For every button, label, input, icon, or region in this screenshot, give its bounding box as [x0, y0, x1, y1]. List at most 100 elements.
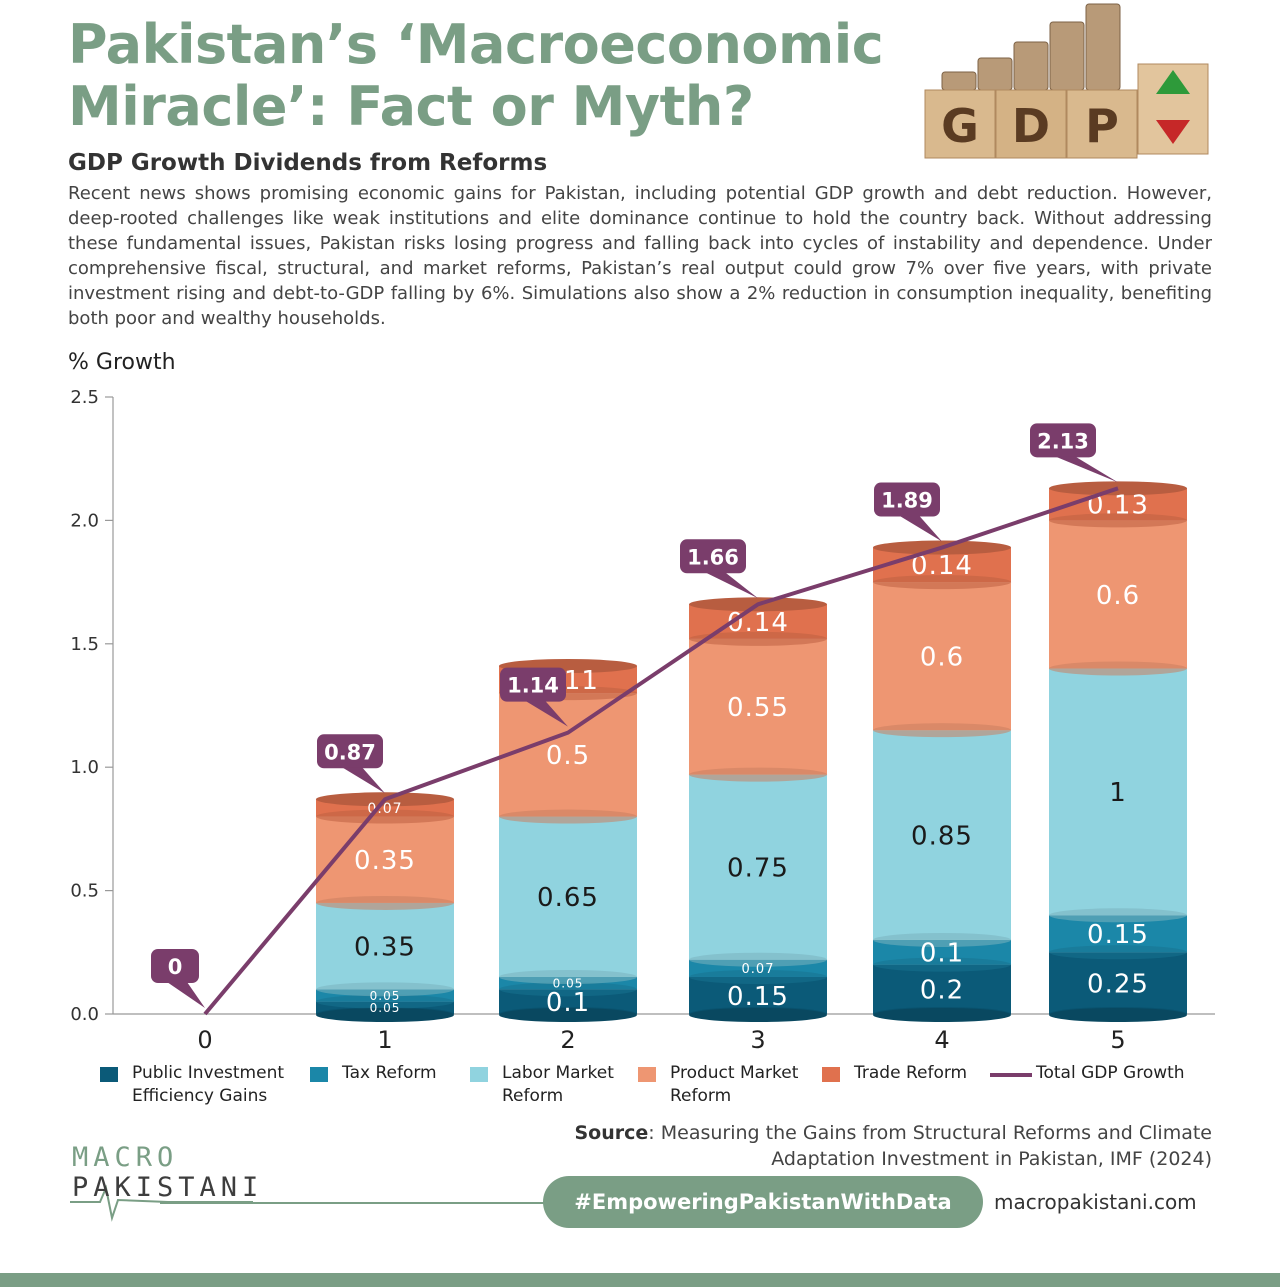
- total-growth-label: 2.13: [1037, 429, 1089, 453]
- total-label-box: [1030, 423, 1096, 458]
- wood-blocks: [924, 63, 1209, 159]
- hashtag-pill: #EmpoweringPakistanWithData: [543, 1176, 983, 1228]
- down-arrow-icon: [1156, 120, 1190, 144]
- intro-paragraph: Recent news shows promising economic gai…: [68, 183, 1212, 329]
- chart-legend: Public Investment Efficiency Gains Tax Re…: [100, 1062, 1230, 1112]
- bar-segment-label: 0.05: [370, 989, 401, 1003]
- gdp-letter-p: P: [1085, 99, 1119, 153]
- bar-segment: [316, 816, 454, 903]
- bar-segment-edge: [1049, 513, 1187, 528]
- bar-segment-edge: [316, 982, 454, 997]
- bar-segment-label: 0.55: [727, 693, 789, 723]
- y-tick-label: 1.0: [70, 757, 99, 778]
- bar-segment: [1049, 952, 1187, 1014]
- logo-text-macro: MACRO: [72, 1142, 178, 1173]
- bar-segment-label: 0.15: [727, 982, 789, 1012]
- total-label-pointer: [525, 700, 568, 727]
- total-growth-label: 1.14: [507, 674, 559, 698]
- bar-segment-edge: [873, 723, 1011, 738]
- legend-swatch: [822, 1067, 840, 1082]
- legend-line-swatch: [990, 1073, 1032, 1077]
- bar-segment-label: 0.35: [354, 846, 416, 876]
- bar-segment-edge: [873, 575, 1011, 590]
- legend-label: Trade Reform: [854, 1063, 968, 1083]
- gdp-letter-g: G: [941, 99, 979, 153]
- bar-segment-edge: [873, 957, 1011, 972]
- bar-segment-label: 1: [1109, 778, 1127, 808]
- gdp-blocks-illustration: G D P: [920, 0, 1220, 165]
- bar-segment: [873, 964, 1011, 1014]
- bar-segment-label: 0.6: [920, 643, 964, 673]
- bar-segment: [873, 730, 1011, 940]
- bar-bottom-cap: [316, 1008, 454, 1022]
- total-label-pointer: [899, 515, 942, 542]
- bar-segment: [689, 638, 827, 775]
- bar-segment-edge: [689, 767, 827, 782]
- legend-item: Public Investment Efficiency Gains: [100, 1062, 284, 1108]
- bar-segment-label: 0.07: [742, 962, 775, 977]
- total-label-pointer: [342, 767, 385, 794]
- legend-label: Tax Reform: [342, 1063, 437, 1083]
- bar-bottom-cap: [499, 1008, 637, 1022]
- section-subtitle: GDP Growth Dividends from Reforms: [68, 150, 548, 176]
- source-citation: Source: Measuring the Gains from Structu…: [492, 1120, 1213, 1172]
- website-link[interactable]: macropakistani.com: [994, 1190, 1197, 1214]
- bar-segment-edge: [1049, 945, 1187, 960]
- legend-item: Product Market Reform: [638, 1062, 798, 1108]
- legend-item: Tax Reform: [310, 1062, 437, 1085]
- stacked-bar-chart: 0.00.51.01.52.02.50 1 2 3 4 50.050.050.350.35…: [70, 387, 1215, 1054]
- bar-segment: [689, 774, 827, 960]
- total-label-box: [874, 482, 940, 517]
- bar-segment-edge: [316, 895, 454, 910]
- coin-stacks: [941, 3, 1121, 91]
- x-tick-label: 5: [1110, 1026, 1125, 1054]
- bar-segment: [1049, 668, 1187, 916]
- y-tick-label: 2.0: [70, 510, 99, 531]
- y-axis-title: % Growth: [68, 350, 176, 375]
- total-label-pointer: [705, 572, 758, 599]
- bar-segment-label: 0.15: [1087, 920, 1149, 950]
- bar-segment-label: 0.05: [370, 1001, 401, 1015]
- bar-segment-edge: [689, 952, 827, 967]
- bar-segment-label: 0.14: [911, 551, 973, 581]
- total-label-pointer: [1055, 456, 1118, 483]
- total-growth-label: 1.66: [687, 545, 739, 569]
- legend-label: Total GDP Growth: [1036, 1063, 1185, 1083]
- bar-segment-edge: [316, 994, 454, 1009]
- bar-segment-label: 0.2: [920, 976, 964, 1006]
- y-tick-label: 0.5: [70, 881, 99, 902]
- gdp-letter-d: D: [1012, 99, 1050, 153]
- bar-segment-label: 0.35: [354, 932, 416, 962]
- bar-segment-label: 0.1: [920, 939, 964, 969]
- bar-segment-label: 0.05: [553, 976, 584, 990]
- bar-segment: [316, 902, 454, 990]
- legend-item: Total GDP Growth: [990, 1062, 1185, 1085]
- x-tick-label: 4: [934, 1026, 949, 1054]
- bar-segment-edge: [499, 982, 637, 997]
- y-tick-label: 0.0: [70, 1004, 99, 1025]
- bar-segment-edge: [1049, 908, 1187, 923]
- legend-item: Labor Market Reform: [470, 1062, 614, 1108]
- up-arrow-icon: [1156, 70, 1190, 94]
- bar-segment: [499, 816, 637, 977]
- bar-bottom-cap: [689, 1008, 827, 1022]
- page-title: Pakistan’s ‘Macroeconomic Miracle’: Fact…: [68, 13, 884, 138]
- legend-item: Trade Reform: [822, 1062, 967, 1085]
- bar-segment-edge: [499, 809, 637, 824]
- bar-bottom-cap: [873, 1008, 1011, 1022]
- legend-swatch: [310, 1067, 328, 1082]
- bar-segment-label: 0.65: [537, 883, 599, 913]
- bar-segment-edge: [689, 969, 827, 984]
- bar-segment: [1049, 520, 1187, 669]
- bar-segment-label: 0.5: [546, 741, 590, 771]
- hashtag-connector-line: [160, 1202, 545, 1204]
- bar-segment-label: 0.85: [911, 821, 973, 851]
- legend-label: Product Market Reform: [670, 1063, 799, 1106]
- legend-label: Public Investment Efficiency Gains: [132, 1063, 285, 1106]
- bar-segment: [873, 582, 1011, 731]
- bar-segment-edge: [1049, 661, 1187, 676]
- bar-segment-label: 0.1: [546, 988, 590, 1018]
- bar-segment-edge: [873, 932, 1011, 947]
- total-growth-label: 0.87: [324, 740, 376, 764]
- source-label: Source: [574, 1122, 649, 1144]
